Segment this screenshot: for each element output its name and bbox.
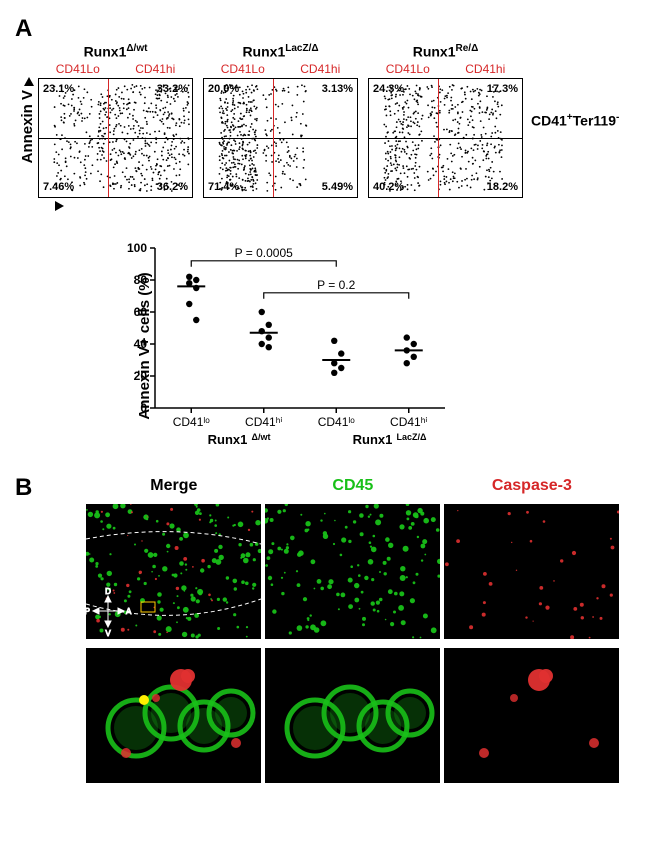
svg-text:V: V: [106, 629, 112, 638]
svg-text:A: A: [126, 607, 132, 616]
colB-caspase: Caspase-3: [444, 477, 619, 495]
facs2-q-tl: 20.0%: [208, 83, 239, 95]
facs-plot-2: Runx1LacZ/Δ CD41Lo CD41hi 20.0% 3.13% 71.…: [203, 43, 358, 198]
facs1-cd41hi: CD41hi: [135, 62, 175, 76]
arrow-up-icon: [24, 77, 34, 86]
svg-text:Runx1: Runx1: [353, 432, 393, 447]
svg-text:LacZ/Δ: LacZ/Δ: [397, 432, 428, 442]
micro-caspase-top: [444, 504, 619, 639]
svg-text:CD41ˡᵒ: CD41ˡᵒ: [318, 415, 356, 429]
facs2-cd41lo: CD41Lo: [221, 62, 265, 76]
facs-plot-3: Runx1Re/Δ CD41Lo CD41hi 24.3% 17.3% 40.2%…: [368, 43, 523, 198]
micro-merge-top: D V P A: [86, 504, 261, 639]
facs2-q-tr: 3.13%: [322, 83, 353, 95]
panel-a-label: A: [15, 15, 32, 43]
facs2-q-br: 5.49%: [322, 181, 353, 193]
facs2-cd41hi: CD41hi: [300, 62, 340, 76]
facs3-q-tr: 17.3%: [487, 83, 518, 95]
svg-text:100: 100: [127, 241, 147, 255]
panel-b-label: B: [15, 474, 32, 502]
facs1-q-tl: 23.1%: [43, 83, 74, 95]
panel-a: A Annexin V Runx1Δ/wt CD41LoCD41hi 23.1%…: [15, 15, 635, 456]
facs1-q-bl: 7.46%: [43, 181, 74, 193]
facs1-title: Runx1: [84, 44, 127, 60]
svg-text:P = 0.0005: P = 0.0005: [235, 245, 293, 259]
gating-label: CD41+Ter119-: [531, 112, 619, 129]
facs1-q-tr: 33.2%: [157, 83, 188, 95]
svg-text:P: P: [86, 607, 90, 616]
annexin-scatter-chart: Annexin V+ cells (%) 020406080100CD41ˡᵒC…: [115, 236, 455, 456]
facs3-cd41hi: CD41hi: [465, 62, 505, 76]
micro-cd45-bottom: [265, 648, 440, 783]
facs3-q-bl: 40.2%: [373, 181, 404, 193]
facs-plot-row: Runx1Δ/wt CD41LoCD41hi 23.1% 33.2% 7.46%…: [38, 43, 523, 198]
svg-text:CD41ʰⁱ: CD41ʰⁱ: [245, 415, 282, 429]
facs3-cd41lo: CD41Lo: [386, 62, 430, 76]
svg-text:P = 0.2: P = 0.2: [317, 277, 355, 291]
facs2-title: Runx1: [242, 44, 285, 60]
facs3-sup: Re/Δ: [456, 43, 479, 54]
svg-text:Δ/wt: Δ/wt: [252, 432, 271, 442]
facs1-q-br: 36.2%: [157, 181, 188, 193]
svg-text:CD41ˡᵒ: CD41ˡᵒ: [173, 415, 211, 429]
arrow-right-icon: [55, 201, 64, 211]
panel-b: B Merge CD45 Caspase-3 D V P A: [15, 474, 635, 786]
micro-merge-bottom: [86, 648, 261, 783]
facs3-q-tl: 24.3%: [373, 83, 404, 95]
svg-text:CD41ʰⁱ: CD41ʰⁱ: [390, 415, 427, 429]
facs2-q-bl: 71.4%: [208, 181, 239, 193]
facs3-q-br: 18.2%: [487, 181, 518, 193]
facs3-title: Runx1: [413, 44, 456, 60]
facs2-sup: LacZ/Δ: [285, 43, 318, 54]
scatter-y-label: Annexin V+ cells (%): [136, 272, 153, 419]
svg-text:D: D: [105, 587, 111, 596]
micro-cd45-top: [265, 504, 440, 639]
colB-merge: Merge: [86, 477, 261, 495]
colB-cd45: CD45: [265, 477, 440, 495]
scatter-svg: 020406080100CD41ˡᵒCD41ʰⁱCD41ˡᵒCD41ʰⁱRunx…: [115, 236, 455, 456]
micro-caspase-bottom: [444, 648, 619, 783]
facs-plot-1: Runx1Δ/wt CD41Lo CD41hi 23.1% 33.2% 7.46%…: [38, 43, 193, 198]
svg-text:Runx1: Runx1: [208, 432, 248, 447]
annexin-axis-label: Annexin V: [19, 90, 36, 163]
facs1-cd41lo: CD41Lo: [56, 62, 100, 76]
facs1-sup: Δ/wt: [126, 43, 147, 54]
